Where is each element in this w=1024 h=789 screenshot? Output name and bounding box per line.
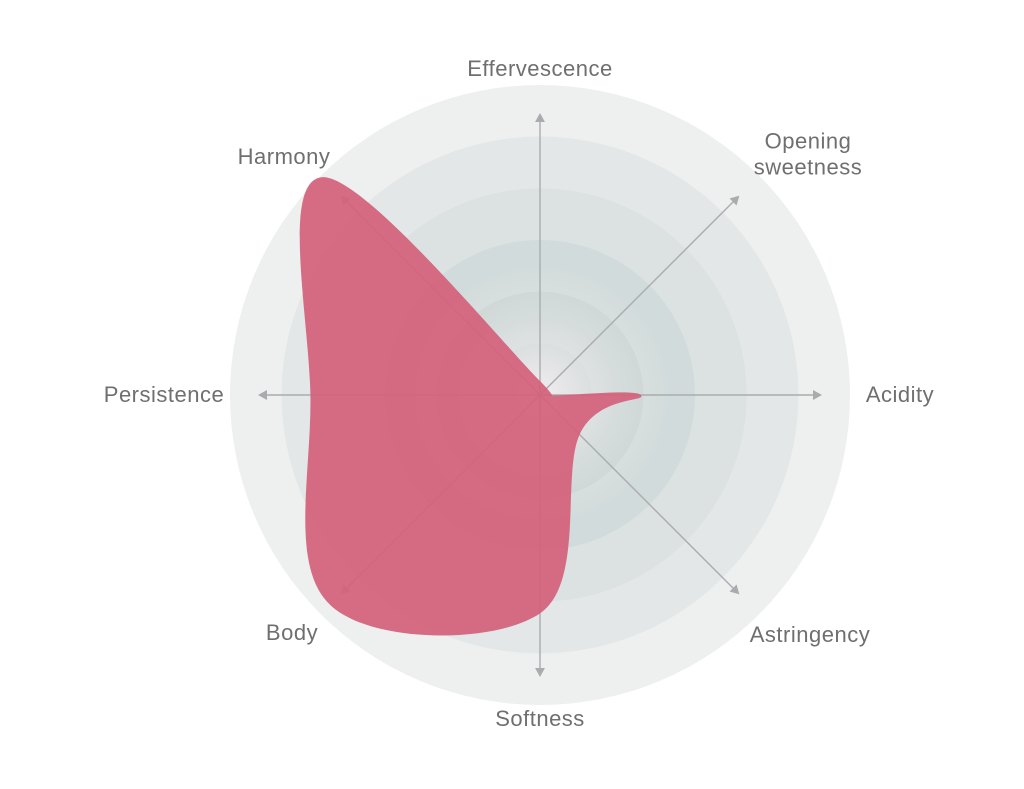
radar-chart: EffervescenceOpening sweetnessAcidityAst… [0, 0, 1024, 789]
radar-svg [0, 0, 1024, 789]
